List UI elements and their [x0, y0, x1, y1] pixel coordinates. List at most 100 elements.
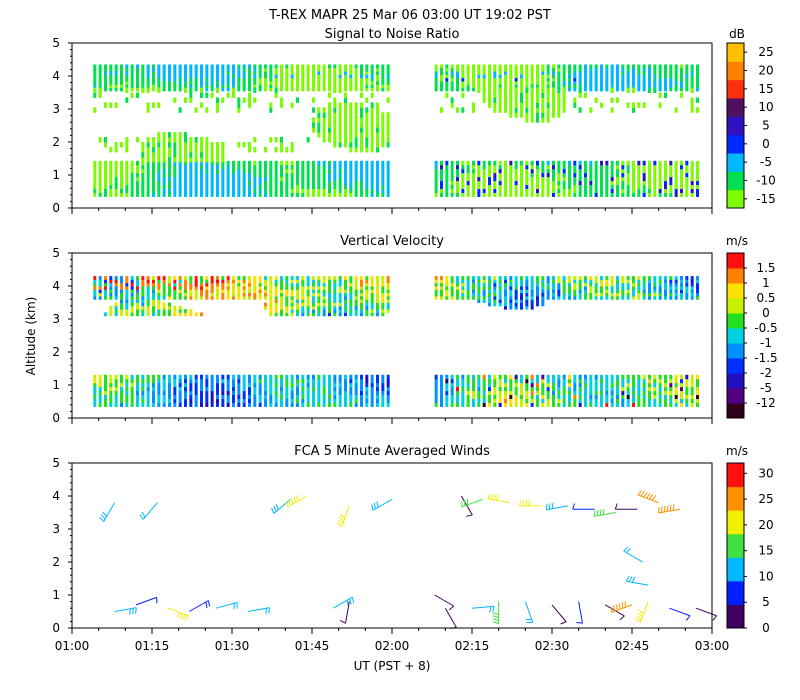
vv-cell: [557, 276, 561, 280]
snr-cell: [600, 184, 603, 190]
snr-cell: [584, 188, 587, 193]
snr-cell: [173, 132, 177, 138]
snr-cell: [456, 107, 459, 113]
snr-cell: [248, 71, 251, 75]
snr-cell: [120, 71, 123, 75]
snr-cell: [530, 184, 534, 190]
snr-cell: [568, 87, 571, 92]
vv-cell: [205, 292, 209, 297]
vv-cell: [360, 378, 363, 384]
snr-cell: [541, 80, 545, 85]
snr-cell: [616, 192, 619, 197]
snr-cell: [194, 80, 198, 85]
vv-cell: [658, 378, 662, 384]
vv-cell: [536, 382, 539, 388]
vv-cell: [493, 382, 497, 388]
snr-cell: [584, 172, 587, 178]
vv-cell: [477, 282, 481, 287]
vv-cell: [530, 302, 534, 307]
snr-cell: [248, 188, 251, 193]
vv-cell: [130, 276, 134, 280]
vv-cell: [664, 279, 667, 284]
snr-cell: [514, 107, 518, 113]
vv-cell: [642, 378, 646, 384]
y-tick-label: 5: [52, 246, 60, 260]
snr-cell: [498, 102, 502, 108]
vv-cell: [578, 286, 582, 290]
snr-cell: [301, 67, 305, 72]
snr-cell: [253, 164, 257, 170]
vv-cell: [194, 390, 198, 396]
snr-cell: [674, 172, 678, 178]
snr-cell: [317, 71, 321, 75]
snr-cell: [328, 168, 331, 174]
snr-cell: [685, 192, 689, 197]
snr-cell: [466, 184, 470, 190]
snr-cell: [642, 77, 646, 82]
vv-cell: [365, 312, 369, 317]
snr-cell: [354, 80, 358, 85]
snr-cell: [141, 188, 145, 193]
snr-cell: [509, 107, 513, 113]
vv-cell: [653, 402, 657, 407]
snr-cell: [157, 176, 161, 182]
snr-cell: [642, 64, 646, 69]
snr-cell: [114, 188, 118, 193]
snr-cell: [226, 184, 230, 190]
vv-cell: [130, 378, 134, 384]
snr-cell: [536, 84, 539, 89]
snr-cell: [616, 188, 619, 193]
snr-cell: [338, 164, 342, 170]
snr-cell: [146, 188, 150, 193]
vv-cell: [488, 374, 491, 380]
snr-cell: [333, 117, 337, 123]
vv-cell: [525, 279, 529, 284]
vv-cell: [312, 390, 315, 396]
vv-cell: [573, 295, 577, 300]
snr-cell: [216, 67, 219, 72]
snr-cell: [290, 84, 294, 89]
snr-cell: [605, 192, 609, 197]
snr-cell: [493, 160, 497, 166]
vv-cell: [242, 295, 246, 300]
snr-cell: [690, 172, 694, 178]
vv-cell: [445, 390, 449, 396]
vv-cell: [125, 295, 129, 300]
vv-cell: [536, 286, 539, 290]
snr-cell: [162, 80, 166, 85]
snr-cell: [658, 87, 662, 92]
snr-cell: [626, 87, 630, 93]
snr-cell: [546, 107, 550, 113]
vv-cell: [168, 312, 171, 317]
snr-cell: [562, 92, 566, 98]
snr-cell: [669, 176, 673, 182]
snr-cell: [696, 168, 699, 174]
vv-cell: [232, 390, 235, 396]
snr-cell: [610, 80, 614, 85]
vv-cell: [237, 282, 241, 287]
snr-cell: [584, 176, 587, 182]
vv-cell: [349, 289, 353, 294]
snr-cell: [189, 188, 193, 193]
snr-cell: [280, 184, 283, 190]
snr-cell: [488, 92, 491, 98]
vv-cell: [642, 295, 646, 300]
snr-cell: [472, 192, 475, 197]
snr-cell: [296, 160, 299, 166]
snr-cell: [248, 97, 251, 103]
vv-cell: [114, 292, 118, 297]
vv-cell: [114, 286, 118, 290]
snr-cell: [178, 172, 182, 178]
vv-cell: [317, 309, 321, 313]
vv-cell: [141, 295, 145, 300]
vv-cell: [125, 289, 129, 294]
vv-cell: [546, 286, 550, 290]
snr-cell: [146, 67, 150, 72]
snr-cell: [317, 184, 321, 190]
vv-cell: [141, 276, 145, 280]
snr-cell: [296, 74, 299, 79]
vv-cell: [653, 386, 657, 392]
snr-cell: [381, 192, 385, 197]
vv-cell: [210, 378, 214, 384]
snr-cell: [173, 67, 177, 72]
